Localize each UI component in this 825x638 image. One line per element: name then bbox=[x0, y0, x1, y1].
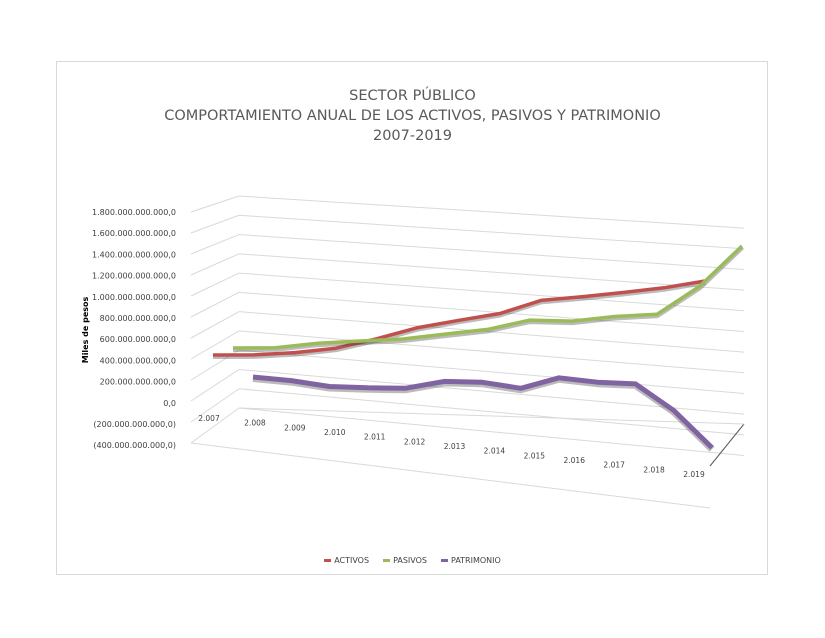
legend-label: PASIVOS bbox=[393, 556, 427, 565]
grid-line-left-1 bbox=[190, 214, 240, 234]
x-tick-label: 2.018 bbox=[643, 465, 665, 474]
grid-line-back-6 bbox=[238, 311, 745, 353]
legend-item-activos: ACTIVOS bbox=[324, 556, 369, 565]
legend-label: PATRIMONIO bbox=[451, 556, 501, 565]
grid-line-back-7 bbox=[238, 330, 745, 374]
x-tick-label: 2.014 bbox=[484, 447, 506, 456]
chart-title-line-1: SECTOR PÚBLICO bbox=[349, 88, 476, 104]
series-shadow-pasivos bbox=[232, 245, 744, 352]
x-tick-label: 2.010 bbox=[324, 428, 346, 437]
x-tick-label: 2.015 bbox=[524, 451, 546, 460]
grid-line-back-3 bbox=[238, 253, 745, 291]
legend-swatch bbox=[324, 559, 332, 562]
y-tick-label: 1.800.000.000.000,0 bbox=[92, 208, 176, 217]
grid-line-left-11 bbox=[190, 407, 240, 444]
grid-line-back-8 bbox=[238, 349, 745, 394]
x-tick-label: 2.007 bbox=[198, 414, 220, 423]
series-line-pasivos bbox=[232, 244, 744, 350]
x-tick-label: 2.019 bbox=[683, 470, 705, 479]
grid-line-left-7 bbox=[190, 330, 240, 360]
grid-line-left-10 bbox=[190, 388, 240, 423]
y-tick-label: (400.000.000.000,0) bbox=[93, 441, 176, 450]
y-tick-label: 1.200.000.000.000,0 bbox=[92, 272, 176, 281]
y-tick-label: 200.000.000.000,0 bbox=[100, 378, 176, 387]
legend: ACTIVOS PASIVOS PATRIMONIO bbox=[0, 556, 825, 565]
x-tick-label: 2.012 bbox=[404, 437, 426, 446]
grid-line-back-4 bbox=[238, 272, 745, 312]
x-tick-label: 2.011 bbox=[364, 433, 386, 442]
floor-right-edge bbox=[709, 423, 745, 467]
grid-line-back-11 bbox=[238, 407, 745, 456]
y-tick-label: 1.000.000.000.000,0 bbox=[92, 293, 176, 302]
y-axis-label: Miles de pesos bbox=[81, 297, 90, 364]
grid-line-left-5 bbox=[190, 291, 240, 318]
chart-title-line-3: 2007-2019 bbox=[372, 128, 453, 144]
grid-line-left-0 bbox=[190, 195, 240, 213]
y-tick-label: 400.000.000.000,0 bbox=[100, 356, 176, 365]
legend-item-patrimonio: PATRIMONIO bbox=[441, 556, 501, 565]
grid-line-left-6 bbox=[190, 311, 240, 339]
y-tick-label: 600.000.000.000,0 bbox=[100, 335, 176, 344]
grid-line-back-5 bbox=[238, 291, 745, 332]
y-tick-label: 1.400.000.000.000,0 bbox=[92, 250, 176, 259]
grid-line-back-0 bbox=[238, 195, 745, 229]
x-tick-label: 2.017 bbox=[603, 461, 625, 470]
y-tick-label: 0,0 bbox=[163, 399, 176, 408]
grid-line-back-10 bbox=[238, 388, 745, 436]
legend-swatch bbox=[383, 559, 391, 562]
y-tick-label: 800.000.000.000,0 bbox=[100, 314, 176, 323]
floor-front-edge bbox=[190, 442, 711, 509]
x-tick-label: 2.008 bbox=[244, 419, 266, 428]
legend-item-pasivos: PASIVOS bbox=[383, 556, 427, 565]
y-tick-label: (200.000.000.000,0) bbox=[93, 420, 176, 429]
series-line-patrimonio bbox=[252, 374, 714, 450]
grid-line-back-9 bbox=[238, 368, 745, 415]
chart-title-line-2: COMPORTAMIENTO ANUAL DE LOS ACTIVOS, PAS… bbox=[164, 108, 661, 124]
x-tick-label: 2.016 bbox=[564, 456, 586, 465]
grid-line-back-2 bbox=[238, 234, 745, 270]
grid-line-left-4 bbox=[190, 272, 240, 297]
x-tick-label: 2.013 bbox=[444, 442, 466, 451]
x-tick-label: 2.009 bbox=[284, 423, 306, 432]
grid-line-left-9 bbox=[190, 369, 240, 402]
legend-label: ACTIVOS bbox=[334, 556, 370, 565]
legend-swatch bbox=[441, 559, 448, 562]
grid-line-left-2 bbox=[190, 234, 240, 255]
series-line-activos bbox=[212, 279, 706, 357]
chart-frame bbox=[56, 61, 768, 575]
grid-line-back-1 bbox=[238, 214, 745, 250]
floor-back-edge bbox=[238, 407, 745, 425]
y-tick-label: 1.600.000.000.000,0 bbox=[92, 229, 176, 238]
grid-line-left-3 bbox=[190, 253, 240, 276]
